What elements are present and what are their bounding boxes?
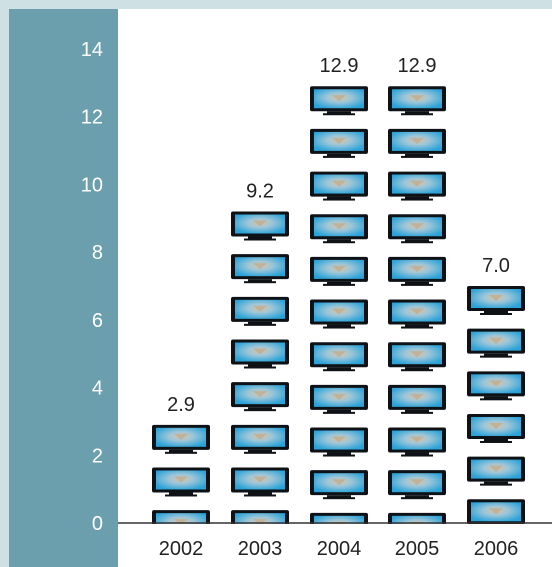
tv-icon xyxy=(231,296,289,326)
tv-icon xyxy=(231,211,289,241)
tv-icon xyxy=(231,254,289,284)
tv-icon xyxy=(310,171,368,201)
x-tick-label: 2006 xyxy=(474,538,519,560)
x-tick-label: 2003 xyxy=(238,538,283,560)
y-tick-label: 2 xyxy=(92,445,103,467)
tv-icon xyxy=(310,128,368,158)
x-tick-label: 2005 xyxy=(395,538,440,560)
tv-icon xyxy=(310,256,368,286)
tv-icon xyxy=(388,214,446,244)
tv-icon xyxy=(310,427,368,457)
data-label: 7.0 xyxy=(482,255,510,277)
y-tick-label: 0 xyxy=(92,513,103,535)
bar-2005 xyxy=(388,86,446,524)
bars-group xyxy=(152,86,525,524)
tv-icon xyxy=(388,171,446,201)
tv-icon xyxy=(388,86,446,116)
tv-icon xyxy=(231,424,289,454)
x-categories-group: 2002 2003 2004 2005 2006 xyxy=(159,538,519,560)
tv-icon xyxy=(310,299,368,329)
tv-icon xyxy=(231,467,289,497)
data-label: 2.9 xyxy=(167,394,195,416)
tv-icon xyxy=(310,86,368,116)
tv-icon xyxy=(231,510,289,524)
tv-icon xyxy=(231,339,289,369)
tv-icon xyxy=(152,424,210,454)
x-tick-label: 2004 xyxy=(317,538,362,560)
data-label: 9.2 xyxy=(246,181,274,203)
tv-icon xyxy=(467,371,525,401)
tv-icon xyxy=(388,256,446,286)
x-tick-label: 2002 xyxy=(159,538,204,560)
tv-icon xyxy=(310,342,368,372)
y-tick-label: 6 xyxy=(92,310,103,332)
data-label: 12.9 xyxy=(398,55,437,77)
tv-icon xyxy=(152,467,210,497)
y-axis-panel xyxy=(9,9,118,567)
tv-icon xyxy=(467,456,525,486)
tv-icon xyxy=(231,382,289,412)
bar-2006 xyxy=(467,286,525,524)
tv-icon xyxy=(388,427,446,457)
y-tick-label: 8 xyxy=(92,242,103,264)
data-labels-group: 2.9 9.2 12.9 12.9 7.0 xyxy=(167,55,510,416)
tv-icon xyxy=(388,342,446,372)
tv-icon xyxy=(152,510,210,524)
y-ticks-group: 0 2 4 6 8 10 12 14 xyxy=(81,39,103,535)
bar-2003 xyxy=(231,211,289,524)
y-tick-label: 12 xyxy=(81,107,103,129)
tv-icon xyxy=(310,214,368,244)
tv-icon xyxy=(467,328,525,358)
tv-icon xyxy=(388,128,446,158)
tv-icon xyxy=(310,384,368,414)
y-tick-label: 10 xyxy=(81,174,103,196)
tv-icon xyxy=(388,299,446,329)
tv-icon xyxy=(467,286,525,315)
tv-icon xyxy=(467,413,525,443)
tv-icon xyxy=(388,470,446,500)
bar-2002 xyxy=(152,424,210,524)
y-tick-label: 4 xyxy=(92,378,103,400)
bar-2004 xyxy=(310,86,368,524)
data-label: 12.9 xyxy=(320,55,359,77)
y-tick-label: 14 xyxy=(81,39,103,61)
tv-icon xyxy=(310,470,368,500)
tv-icon xyxy=(388,384,446,414)
tv-icon xyxy=(467,499,525,524)
